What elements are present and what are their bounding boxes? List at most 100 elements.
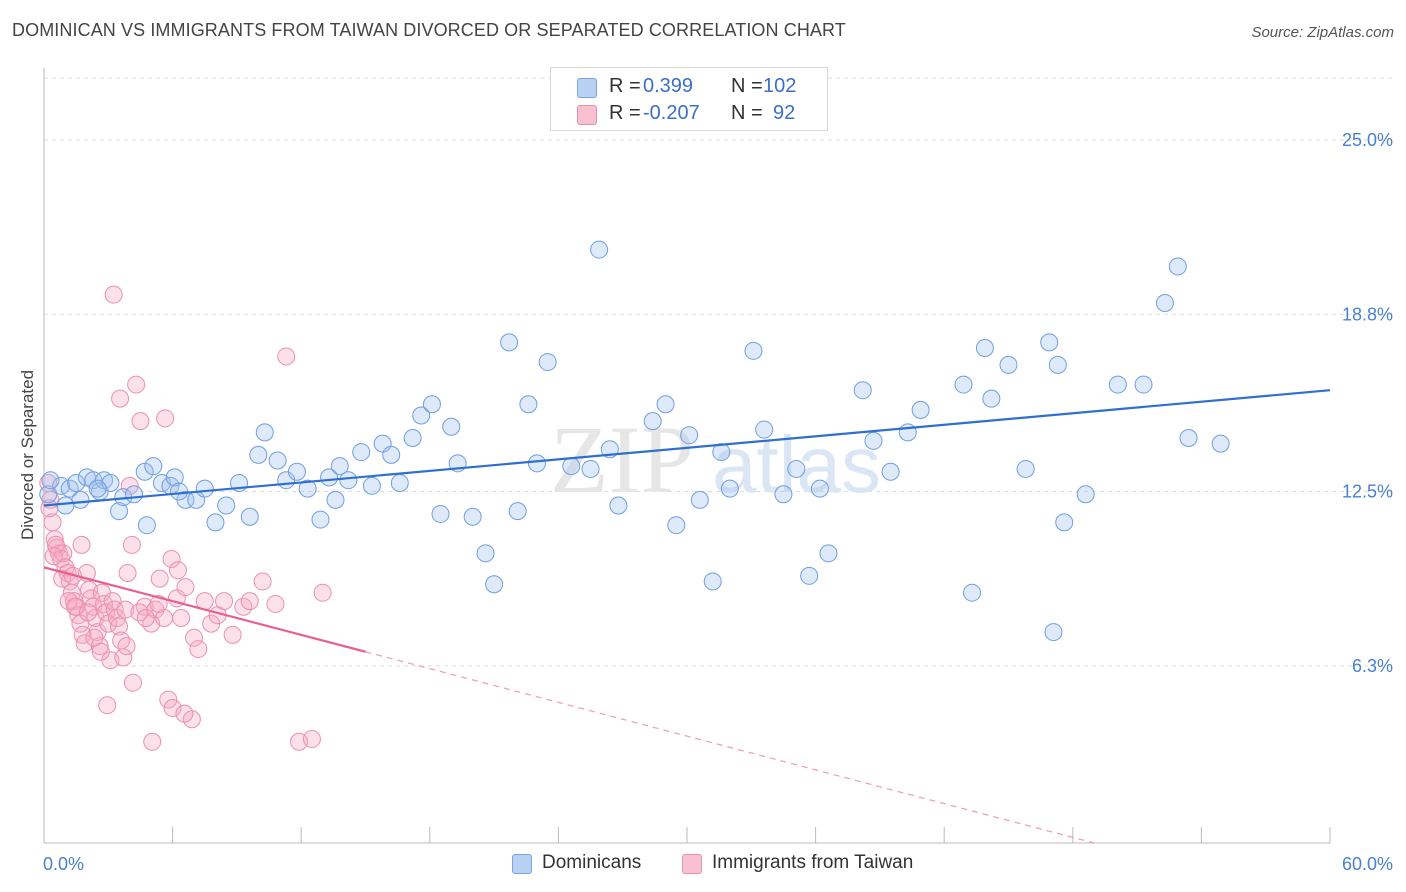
- point-taiwan: [72, 535, 91, 554]
- trend-line-taiwan: [43, 566, 366, 653]
- point-taiwan: [185, 628, 204, 647]
- point-dominicans: [84, 471, 103, 490]
- point-dominicans: [382, 445, 401, 464]
- source-label: Source: ZipAtlas.com: [1251, 24, 1394, 41]
- point-dominicans: [527, 454, 546, 473]
- point-dominicans: [881, 462, 900, 481]
- point-taiwan: [131, 412, 150, 431]
- point-dominicans: [298, 479, 317, 498]
- legend-r-label: R =: [609, 102, 641, 124]
- point-dominicans: [56, 496, 75, 515]
- point-dominicans: [412, 406, 431, 425]
- legend-row-taiwan: R = -0.207 N = 92: [551, 102, 827, 128]
- point-dominicans: [431, 504, 450, 523]
- point-dominicans: [125, 485, 144, 504]
- point-taiwan: [104, 285, 123, 304]
- point-dominicans: [667, 516, 686, 535]
- point-dominicans: [1076, 485, 1095, 504]
- point-dominicans: [864, 431, 883, 450]
- watermark: ZIP atlas: [550, 406, 881, 513]
- point-taiwan: [302, 729, 321, 748]
- point-dominicans: [982, 389, 1001, 408]
- point-dominicans: [519, 395, 538, 414]
- point-taiwan: [159, 690, 178, 709]
- y-tick-label: 12.5%: [1342, 481, 1393, 501]
- chart-title: DOMINICAN VS IMMIGRANTS FROM TAIWAN DIVO…: [12, 20, 846, 40]
- point-taiwan: [116, 600, 135, 619]
- point-dominicans: [240, 507, 259, 526]
- point-dominicans: [819, 544, 838, 563]
- point-dominicans: [39, 485, 58, 504]
- bottom-legend-swatch-dominicans: [512, 854, 532, 874]
- point-taiwan: [127, 375, 146, 394]
- point-dominicans: [442, 417, 461, 436]
- point-dominicans: [88, 479, 107, 498]
- point-dominicans: [476, 544, 495, 563]
- point-dominicans: [1016, 459, 1035, 478]
- point-dominicans: [581, 459, 600, 478]
- point-dominicans: [41, 471, 60, 490]
- point-taiwan: [150, 569, 169, 588]
- point-dominicans: [1044, 623, 1063, 642]
- point-dominicans: [609, 496, 628, 515]
- point-dominicans: [320, 468, 339, 487]
- point-taiwan: [136, 609, 155, 627]
- point-dominicans: [249, 445, 268, 464]
- point-dominicans: [500, 333, 519, 352]
- point-taiwan: [313, 583, 332, 602]
- bottom-legend-label: Immigrants from Taiwan: [712, 852, 914, 873]
- bottom-legend-label: Dominicans: [542, 852, 642, 873]
- point-taiwan: [277, 347, 296, 366]
- point-dominicans: [67, 474, 86, 492]
- y-tick-label: 6.3%: [1352, 656, 1393, 676]
- point-dominicans: [463, 507, 482, 526]
- point-dominicans: [975, 339, 994, 357]
- y-axis-label: Divorced or Separated: [18, 370, 37, 540]
- point-dominicans: [206, 513, 225, 532]
- legend-swatch-dominicans: [577, 78, 597, 98]
- point-taiwan: [156, 409, 175, 428]
- y-tick-label: 25.0%: [1342, 130, 1393, 150]
- point-taiwan: [111, 389, 130, 408]
- point-taiwan: [46, 535, 65, 554]
- point-taiwan: [120, 476, 139, 495]
- point-dominicans: [390, 474, 409, 492]
- point-dominicans: [800, 566, 819, 585]
- point-dominicans: [1134, 375, 1153, 394]
- point-dominicans: [538, 353, 557, 372]
- point-taiwan: [163, 699, 182, 717]
- point-taiwan: [110, 617, 129, 636]
- trend-lines: [43, 389, 1331, 844]
- point-dominicans: [954, 375, 973, 394]
- point-dominicans: [403, 429, 422, 447]
- point-taiwan: [162, 549, 181, 568]
- legend: R = 0.399 N = 102 R = -0.207 N = 92: [550, 67, 828, 131]
- point-dominicans: [339, 471, 358, 490]
- point-taiwan: [117, 637, 136, 656]
- point-dominicans: [1211, 434, 1230, 453]
- legend-r-label: R =: [609, 75, 641, 97]
- point-dominicans: [1048, 355, 1067, 374]
- point-dominicans: [287, 462, 306, 481]
- point-dominicans: [508, 502, 527, 521]
- point-dominicans: [690, 490, 709, 509]
- point-taiwan: [240, 592, 259, 611]
- series-taiwan-points: [39, 285, 332, 751]
- point-dominicans: [135, 462, 154, 481]
- watermark-zip: ZIP: [550, 406, 694, 513]
- point-dominicans: [562, 457, 581, 476]
- point-dominicans: [330, 457, 349, 476]
- axes: [43, 68, 1331, 844]
- point-dominicans: [680, 426, 699, 445]
- point-dominicans: [165, 468, 184, 487]
- point-dominicans: [422, 395, 441, 414]
- tick-labels: 6.3% 12.5% 18.8% 25.0% 0.0% 60.0%: [43, 130, 1393, 874]
- y-tick-label: 18.8%: [1342, 304, 1393, 324]
- point-taiwan: [176, 578, 195, 597]
- point-taiwan: [123, 673, 142, 692]
- point-taiwan: [91, 642, 110, 661]
- point-taiwan: [75, 634, 94, 653]
- point-dominicans: [195, 479, 214, 498]
- point-dominicans: [787, 459, 806, 478]
- point-taiwan: [143, 732, 162, 751]
